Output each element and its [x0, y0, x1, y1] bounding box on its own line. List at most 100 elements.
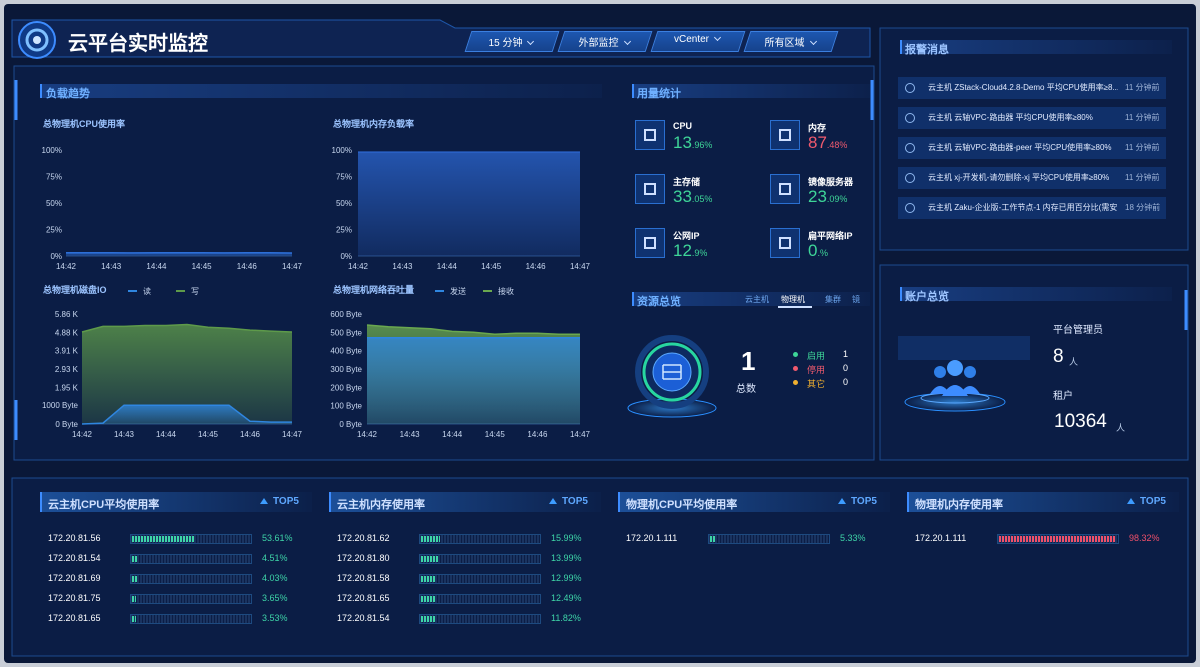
top5-value: 12.49%: [551, 593, 582, 603]
filter-text[interactable]: vCenter: [673, 34, 709, 45]
x-tick-label: 14:45: [485, 430, 506, 439]
x-tick-label: 14:42: [56, 262, 77, 271]
resource-tab[interactable]: 镜: [852, 295, 860, 304]
usage-name: 内存: [808, 123, 827, 133]
alert-row[interactable]: [898, 77, 1166, 99]
top5-badge: TOP5: [838, 496, 877, 507]
usage-name: CPU: [673, 121, 693, 131]
top5-title-bar: [40, 492, 312, 512]
x-tick-label: 14:43: [400, 430, 421, 439]
usage-icon: [770, 174, 800, 204]
usage-bar: [421, 596, 436, 602]
usage-track: [130, 614, 252, 624]
y-tick-label: 75%: [336, 173, 352, 182]
top5-ip: 172.20.81.56: [48, 533, 101, 543]
top5-ip: 172.20.81.65: [337, 593, 390, 603]
top5-ip: 172.20.81.62: [337, 533, 390, 543]
unit: 人: [1116, 423, 1126, 433]
usage-name: 扁平网络IP: [808, 231, 853, 241]
badge-arrow: [549, 498, 557, 504]
top5-ip: 172.20.1.111: [915, 533, 967, 543]
usage-icon: [770, 120, 800, 150]
top5-ip: 172.20.81.75: [48, 593, 101, 603]
x-tick-label: 14:45: [192, 262, 213, 271]
y-tick-label: 25%: [336, 226, 352, 235]
top5-value: 4.03%: [262, 573, 288, 583]
alert-icon: [905, 113, 915, 123]
usage-value-main: 13: [673, 133, 692, 152]
x-tick-label: 14:44: [437, 262, 458, 271]
usage-bar: [132, 616, 137, 622]
resource-tab[interactable]: 云主机: [745, 295, 769, 304]
usage-icon-glyph: [644, 129, 656, 141]
y-tick-label: 600 Byte: [330, 310, 362, 319]
section-title: 用量统计: [637, 88, 681, 100]
alert-row[interactable]: [898, 197, 1166, 219]
usage-icon-glyph: [779, 183, 791, 195]
top5-ip: 172.20.1.111: [626, 533, 678, 543]
caret[interactable]: [809, 37, 817, 46]
series-line: [366, 324, 580, 335]
filter-text[interactable]: 外部监控: [578, 38, 619, 49]
usage-icon-glyph: [644, 183, 656, 195]
usage-bar: [999, 536, 1116, 542]
resource-tab[interactable]: 物理机: [781, 295, 805, 304]
alert-icon: [905, 83, 915, 93]
usage-icon: [635, 228, 665, 258]
filter-label[interactable]: 外部监控: [561, 34, 647, 49]
y-tick-label: 300 Byte: [330, 365, 362, 374]
alert-row[interactable]: [898, 137, 1166, 159]
usage-track: [708, 534, 830, 544]
logo-ring: [25, 28, 49, 52]
usage-value: 33.05%: [673, 187, 712, 207]
y-tick-label: 100%: [42, 146, 62, 155]
y-tick-label: 1.95 K: [55, 383, 79, 392]
legend-label: 写: [191, 287, 199, 296]
y-tick-label: 0%: [50, 252, 62, 261]
alert-row[interactable]: [898, 107, 1166, 129]
server-icon: [662, 364, 682, 380]
usage-value-decimal: .09%: [826, 194, 848, 204]
section-title: 账户总览: [905, 291, 949, 303]
admin-count: 8: [1053, 346, 1064, 367]
legend-dot: [793, 380, 798, 385]
filter-label[interactable]: 所有区域: [747, 34, 833, 49]
top5-value: 12.99%: [551, 573, 582, 583]
legend-label: 读: [143, 286, 151, 296]
caret[interactable]: [713, 33, 722, 42]
usage-track: [419, 534, 541, 544]
resource-tab[interactable]: 集群: [825, 295, 841, 304]
x-tick-label: 14:43: [392, 262, 413, 271]
filter-text[interactable]: 15 分钟: [488, 38, 523, 49]
chart-title: 总物理机网络吞吐量: [333, 284, 414, 295]
filter-label[interactable]: vCenter: [654, 33, 740, 45]
y-tick-label: 0%: [340, 252, 352, 261]
usage-track: [419, 554, 541, 564]
caret[interactable]: [623, 37, 631, 46]
ring-outer: [635, 335, 709, 409]
usage-track: [419, 614, 541, 624]
people: [930, 385, 980, 396]
alert-row[interactable]: [898, 167, 1166, 189]
x-tick-label: 14:46: [240, 430, 261, 439]
caret[interactable]: [527, 37, 535, 46]
top5-value: 5.33%: [840, 533, 866, 543]
badge-text: TOP5: [851, 496, 877, 507]
y-tick-label: 500 Byte: [330, 328, 362, 337]
alert-time: 11 分钟前: [1125, 83, 1160, 92]
top5-badge: TOP5: [549, 496, 588, 507]
series-area: [358, 152, 580, 256]
filter-text[interactable]: 所有区域: [764, 38, 805, 49]
legend-label: 停用: [807, 365, 826, 375]
tenant-count: 10364: [1054, 411, 1107, 432]
tenant-label: 租户: [1053, 391, 1073, 402]
filter-label[interactable]: 15 分钟: [468, 34, 554, 49]
series-area: [82, 405, 292, 424]
alert-text: 云主机 ZStack-Cloud4.2.8-Demo 平均CPU使用率≥8...: [928, 83, 1118, 92]
admin-label: 平台管理员: [1053, 325, 1103, 336]
badge-text: TOP5: [273, 496, 299, 507]
alert-text: 云主机 云轴VPC-路由器 平均CPU使用率≥80%: [928, 113, 1093, 122]
badge-arrow: [838, 498, 846, 504]
x-tick-label: 14:44: [442, 430, 463, 439]
usage-value: 13.96%: [673, 133, 712, 153]
